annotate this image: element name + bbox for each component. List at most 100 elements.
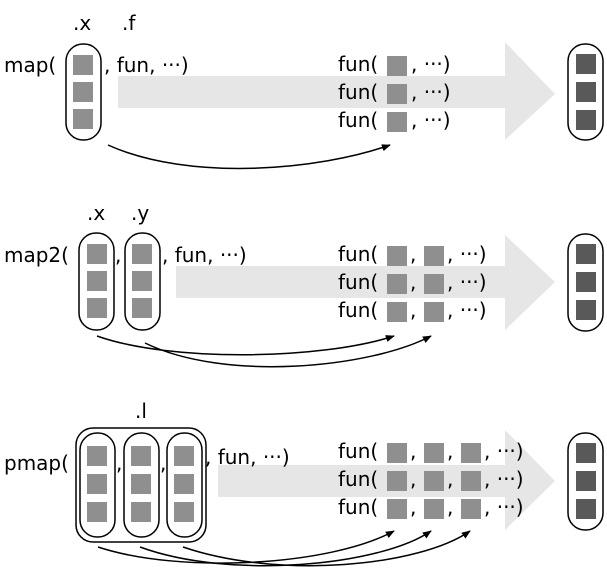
map-call-x-element xyxy=(387,112,407,132)
pmap-call-prefix: fun( xyxy=(338,467,378,491)
map2-x-element xyxy=(87,298,107,318)
map-x-element xyxy=(73,109,93,129)
map2-x-iteration-arrow xyxy=(96,335,395,356)
pmap-l2-iteration-arrow xyxy=(139,530,432,567)
pmap-call-sep: , xyxy=(410,495,416,519)
pmap-call-l2-element xyxy=(424,443,444,463)
map-call-prefix: fun( xyxy=(338,80,378,104)
map-flow-arrow xyxy=(118,42,555,140)
map-call-x-element xyxy=(387,84,407,104)
pmap-call-sep: , xyxy=(447,467,453,491)
pmap-l-vector-3 xyxy=(166,432,203,538)
map2-call-suffix: , ···) xyxy=(447,298,487,322)
map2-panel: .x .y map2( , , fun, ···) fun( , , ···) … xyxy=(4,201,604,368)
pmap-l3-element xyxy=(174,502,194,522)
pmap-output-element xyxy=(576,499,596,519)
pmap-call-prefix: fun( xyxy=(338,439,378,463)
map-call-prefix: fun( xyxy=(338,108,378,132)
map2-call-y-element xyxy=(424,302,444,322)
pmap-arg-l-label: .l xyxy=(135,399,147,423)
map-arg-f-label: .f xyxy=(122,11,136,35)
map2-arg-x-label: .x xyxy=(87,201,105,225)
map2-call-y-element xyxy=(424,246,444,266)
map-call-x-element xyxy=(387,56,407,76)
map2-output-vector xyxy=(567,233,604,332)
map-x-element xyxy=(73,82,93,102)
pmap-l-list xyxy=(75,427,207,543)
map2-args-sep: , xyxy=(115,243,121,267)
map2-call-prefix: fun( xyxy=(338,270,378,294)
pmap-call-suffix: , ···) xyxy=(484,495,524,519)
pmap-function-label: pmap( xyxy=(4,451,69,475)
map2-output-element xyxy=(576,272,596,292)
map2-y-element xyxy=(132,244,152,264)
map2-call-prefix: fun( xyxy=(338,298,378,322)
pmap-call-l1-element xyxy=(387,443,407,463)
map2-call-suffix: , ···) xyxy=(447,242,487,266)
map-call-suffix: , ···) xyxy=(411,80,451,104)
map2-flow-arrow xyxy=(176,235,555,330)
pmap-call-l3-element xyxy=(461,471,481,491)
pmap-call-suffix: , ···) xyxy=(484,467,524,491)
map-call-suffix: , ···) xyxy=(411,108,451,132)
map-iteration-arrow xyxy=(107,144,391,170)
pmap-l2-element xyxy=(131,474,151,494)
pmap-call-sep: , xyxy=(410,439,416,463)
pmap-call-sep: , xyxy=(447,439,453,463)
map-output-element xyxy=(576,110,596,130)
pmap-call-l2-element xyxy=(424,499,444,519)
pmap-call-l1-element xyxy=(387,471,407,491)
map2-call-suffix: , ···) xyxy=(447,270,487,294)
map2-y-vector xyxy=(124,232,161,331)
map-function-label: map( xyxy=(4,53,56,77)
pmap-call-l1-element xyxy=(387,499,407,519)
pmap-call-sep: , xyxy=(447,495,453,519)
pmap-call-l2-element xyxy=(424,471,444,491)
pmap-l2-element xyxy=(131,446,151,466)
pmap-call-suffix: , ···) xyxy=(484,439,524,463)
pmap-l3-iteration-arrow xyxy=(182,530,471,567)
map2-call-x-element xyxy=(387,246,407,266)
pmap-args-tail: , fun, ···) xyxy=(205,445,290,469)
map2-output-element xyxy=(576,300,596,320)
map-x-element xyxy=(73,55,93,75)
pmap-output-vector xyxy=(567,432,604,531)
map2-x-element xyxy=(87,244,107,264)
map-output-vector xyxy=(567,43,604,141)
map2-y-iteration-arrow xyxy=(144,335,432,368)
map-output-element xyxy=(576,82,596,102)
pmap-panel: .l pmap( , , , fun, ···) fun( , , , ···)… xyxy=(4,399,604,567)
map-args-tail: , fun, ···) xyxy=(104,53,189,77)
map-call-prefix: fun( xyxy=(338,52,378,76)
pmap-output-element xyxy=(576,443,596,463)
pmap-call-prefix: fun( xyxy=(338,495,378,519)
map2-call-sep: , xyxy=(410,270,416,294)
pmap-flow-arrow xyxy=(218,430,555,530)
map2-call-x-element xyxy=(387,274,407,294)
map2-args-tail: , fun, ···) xyxy=(162,243,247,267)
map-x-vector xyxy=(65,43,102,141)
map-arg-x-label: .x xyxy=(73,11,91,35)
pmap-l1-element xyxy=(87,446,107,466)
map2-y-element xyxy=(132,271,152,291)
map2-call-x-element xyxy=(387,302,407,322)
pmap-l3-element xyxy=(174,474,194,494)
pmap-l-vector-2 xyxy=(123,432,160,538)
map2-call-sep: , xyxy=(410,298,416,322)
pmap-l3-element xyxy=(174,446,194,466)
map2-call-sep: , xyxy=(410,242,416,266)
pmap-l-vector-1 xyxy=(79,432,116,538)
map2-function-label: map2( xyxy=(4,243,69,267)
pmap-args-sep: , xyxy=(160,451,166,475)
pmap-call-l3-element xyxy=(461,499,481,519)
map-panel: .x .f map( , fun, ···) fun( , ···) fun( … xyxy=(4,11,604,170)
map2-call-prefix: fun( xyxy=(338,242,378,266)
map2-x-vector xyxy=(78,232,115,331)
pmap-output-element xyxy=(576,471,596,491)
pmap-l1-element xyxy=(87,502,107,522)
pmap-l1-element xyxy=(87,474,107,494)
map2-output-element xyxy=(576,244,596,264)
pmap-call-sep: , xyxy=(410,467,416,491)
map2-y-element xyxy=(132,298,152,318)
